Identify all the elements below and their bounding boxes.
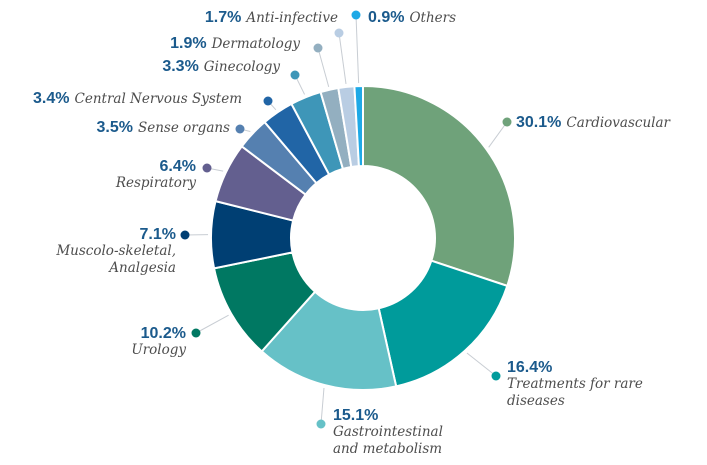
label-dot xyxy=(502,117,512,127)
value-label: 3.5% xyxy=(96,119,133,136)
value-label: 3.4% xyxy=(33,90,70,107)
value-label: 16.4% xyxy=(507,359,553,376)
slice-label: 0.9% Others xyxy=(368,8,456,27)
slice-label: 1.7% Anti-infective xyxy=(205,8,338,27)
value-label: 7.1% xyxy=(139,226,176,243)
slice-label: 1.9% Dermatology xyxy=(170,34,300,53)
category-label: Respiratory xyxy=(115,175,196,191)
leader-line xyxy=(466,352,497,377)
slice-label: 6.4% Respiratory xyxy=(116,158,196,192)
label-dot xyxy=(316,419,326,429)
category-label: Sense organs xyxy=(137,120,230,136)
category-label: Ginecology xyxy=(203,59,280,75)
category-label: Dermatology xyxy=(211,36,300,52)
label-dot xyxy=(235,124,245,134)
slice-label: 3.4% Central Nervous System xyxy=(33,89,242,108)
leader-line xyxy=(355,14,360,84)
leader-line xyxy=(320,387,325,425)
label-dot xyxy=(263,96,273,106)
label-dot xyxy=(491,371,501,381)
leader-line xyxy=(195,314,229,334)
category-label: Others xyxy=(409,10,457,26)
label-dot xyxy=(334,28,344,38)
value-label: 10.2% xyxy=(140,325,186,342)
leader-line xyxy=(317,47,330,87)
label-dot xyxy=(313,43,323,53)
value-label: 0.9% xyxy=(368,9,405,26)
category-label: Gastrointestinal and metabolism xyxy=(333,424,443,457)
value-label: 1.9% xyxy=(170,35,207,52)
category-label: Anti-infective xyxy=(246,10,338,26)
donut-slice xyxy=(353,84,364,168)
category-label: Cardiovascular xyxy=(566,115,670,131)
value-label: 15.1% xyxy=(333,407,379,424)
value-label: 6.4% xyxy=(159,158,196,175)
category-label: Treatments for rare diseases xyxy=(507,376,643,409)
donut-slice xyxy=(362,84,516,288)
label-dot xyxy=(290,70,300,80)
slice-label: 3.3% Ginecology xyxy=(162,57,280,76)
slice-label: 30.1% Cardiovascular xyxy=(516,113,670,132)
slice-label: 16.4% Treatments for rare diseases xyxy=(507,359,657,410)
label-dot xyxy=(351,10,361,20)
slice-label: 3.5% Sense organs xyxy=(96,118,230,137)
label-dot xyxy=(191,328,201,338)
donut-slice xyxy=(260,290,398,391)
category-label: Urology xyxy=(131,342,186,358)
slice-label: 15.1% Gastrointestinal and metabolism xyxy=(333,407,468,458)
leader-line xyxy=(488,121,508,148)
category-label: Muscolo-skeletal, Analgesia xyxy=(56,243,176,276)
slice-label: 7.1% Muscolo-skeletal, Analgesia xyxy=(36,226,176,277)
category-label: Central Nervous System xyxy=(74,91,243,107)
slice-label: 10.2% Urology xyxy=(131,325,186,359)
value-label: 30.1% xyxy=(516,114,562,131)
label-dot xyxy=(180,230,190,240)
label-dot xyxy=(202,163,212,173)
value-label: 3.3% xyxy=(162,58,199,75)
donut-slice xyxy=(377,259,509,388)
value-label: 1.7% xyxy=(204,9,242,26)
leader-line xyxy=(338,32,347,85)
